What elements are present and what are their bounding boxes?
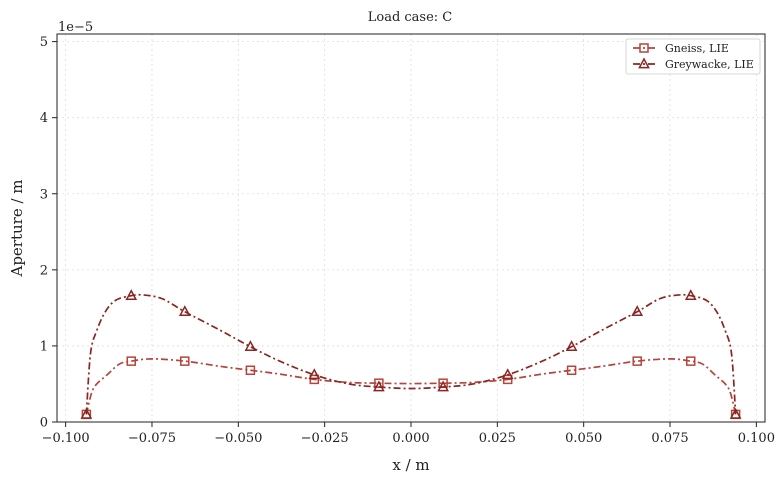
x-tick-label: 0.000 — [392, 431, 429, 446]
legend-label: Greywacke, LIE — [665, 58, 754, 71]
data-point — [126, 356, 137, 366]
data-point — [245, 365, 256, 376]
x-tick-label: −0.025 — [301, 431, 349, 446]
legend[interactable]: Gneiss, LIE Greywacke, LIE — [625, 38, 761, 75]
series-line — [85, 357, 737, 415]
chart-title: Load case: C — [368, 10, 453, 25]
y-axis: 0 1 2 3 4 5 — [40, 35, 57, 431]
series-line — [85, 293, 737, 415]
y-tick-label: 3 — [40, 187, 48, 202]
data-point — [80, 407, 93, 419]
legend-marker — [638, 57, 650, 69]
y-tick-label: 1 — [40, 339, 48, 354]
data-point — [180, 356, 190, 366]
x-tick-label: −0.100 — [42, 431, 90, 446]
x-tick-label: 0.050 — [565, 431, 602, 446]
legend-item[interactable]: Gneiss, LIE — [633, 42, 729, 55]
data-point — [309, 374, 320, 385]
legend-box — [625, 38, 761, 75]
data-point — [729, 407, 742, 419]
data-point — [566, 365, 577, 376]
data-point — [308, 368, 321, 380]
x-axis: −0.100 −0.075 −0.050 −0.025 0.000 0.025 0.050 0… — [42, 422, 775, 446]
data-point — [632, 356, 642, 366]
series-1 — [81, 356, 741, 420]
x-tick-label: 0.075 — [651, 431, 688, 446]
x-tick-label: 0.025 — [479, 431, 516, 446]
data-point — [684, 289, 697, 301]
legend-marker — [639, 43, 649, 53]
x-tick-label: 0.100 — [738, 431, 775, 446]
series-layer — [80, 289, 742, 420]
grid — [57, 34, 765, 423]
y-tick-label: 5 — [40, 35, 48, 50]
data-point — [437, 380, 449, 392]
y-axis-label: Aperture / m — [8, 179, 26, 277]
series-2 — [80, 289, 742, 419]
x-tick-label: −0.050 — [214, 431, 262, 446]
data-point — [565, 340, 578, 352]
data-point — [178, 305, 191, 317]
data-point — [125, 289, 138, 301]
legend-label: Gneiss, LIE — [665, 42, 729, 55]
y-tick-label: 2 — [40, 263, 48, 278]
data-point — [373, 380, 385, 392]
data-point — [685, 356, 696, 366]
plot-frame — [56, 33, 766, 423]
x-axis-label: x / m — [392, 456, 429, 474]
x-tick-label: −0.075 — [128, 431, 176, 446]
data-point — [631, 305, 644, 317]
data-point — [501, 368, 514, 380]
legend-item[interactable]: Greywacke, LIE — [633, 57, 754, 71]
y-offset-text: 1e−5 — [58, 20, 93, 35]
data-point — [244, 340, 257, 352]
y-tick-label: 4 — [40, 111, 48, 126]
y-tick-label: 0 — [40, 416, 48, 431]
